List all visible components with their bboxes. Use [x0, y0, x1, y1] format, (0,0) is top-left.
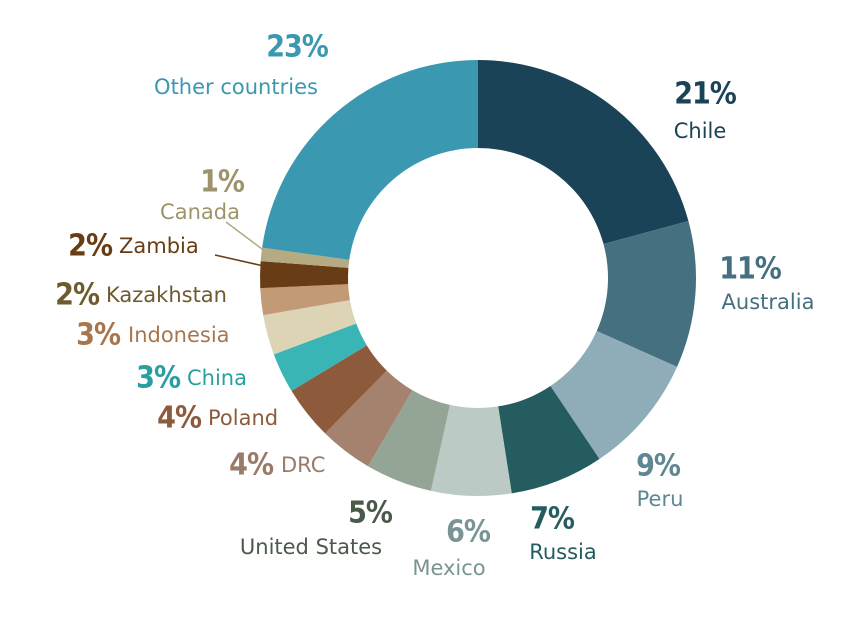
donut-slice — [260, 247, 350, 268]
category-label: Indonesia — [128, 323, 230, 347]
donut-slice — [325, 370, 413, 467]
donut-slice — [260, 284, 350, 316]
category-label: Australia — [722, 290, 815, 314]
donut-slice — [263, 300, 357, 355]
value-label: 1% — [200, 165, 245, 200]
category-label: Zambia — [119, 234, 199, 258]
category-label: United States — [240, 535, 382, 559]
value-label: 3% — [136, 361, 181, 396]
donut-slice — [291, 345, 387, 434]
value-label: 9% — [636, 449, 681, 484]
donut-slice — [273, 323, 367, 391]
category-label: China — [187, 366, 247, 390]
value-label: 2% — [68, 229, 113, 264]
leader-line — [214, 254, 269, 268]
value-label: 23% — [266, 30, 329, 65]
donut-slice — [262, 60, 478, 260]
donut-slice — [478, 60, 689, 245]
category-label: Kazakhstan — [106, 283, 227, 307]
leader-line — [225, 221, 267, 253]
value-label: 21% — [674, 77, 737, 112]
category-label: Other countries — [154, 75, 318, 99]
donut-slice — [430, 404, 512, 496]
category-label: DRC — [281, 453, 325, 477]
donut-slice — [260, 261, 349, 289]
category-label: Chile — [674, 119, 727, 143]
donut-slice — [596, 221, 696, 367]
value-label: 2% — [55, 278, 100, 313]
category-label: Russia — [529, 540, 597, 564]
donut-slice — [498, 385, 600, 494]
value-label: 7% — [530, 502, 575, 537]
category-label: Mexico — [412, 556, 485, 580]
value-label: 4% — [229, 448, 274, 483]
donut-slice — [368, 390, 450, 491]
value-label: 11% — [719, 252, 782, 287]
value-label: 3% — [76, 318, 121, 353]
value-label: 6% — [446, 515, 491, 550]
category-label: Canada — [160, 200, 240, 224]
category-label: Poland — [208, 406, 278, 430]
value-label: 4% — [157, 401, 202, 436]
category-label: Peru — [637, 487, 684, 511]
value-label: 5% — [348, 496, 393, 531]
donut-slice — [550, 330, 678, 460]
